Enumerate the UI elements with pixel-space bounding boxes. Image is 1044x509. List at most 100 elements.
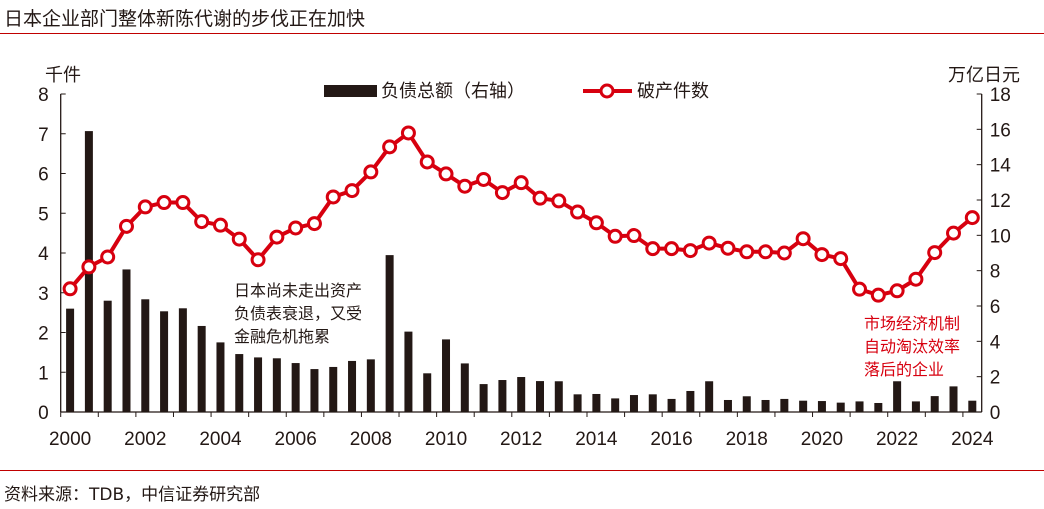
bar: [855, 401, 864, 412]
line-point: [118, 218, 134, 234]
line-point: [81, 259, 97, 275]
bar: [479, 384, 488, 412]
right-axis-tick-label: 14: [990, 156, 1012, 177]
bar: [329, 366, 338, 412]
bar: [761, 399, 770, 412]
x-axis-tick-label: 2024: [951, 429, 994, 450]
right-axis-tick-label: 8: [990, 262, 1001, 283]
line-point: [908, 271, 924, 287]
left-axis-tick-label: 2: [38, 324, 49, 345]
line-point: [344, 183, 360, 199]
bar: [216, 342, 225, 412]
bar: [310, 369, 319, 412]
line-point: [156, 195, 172, 211]
bar: [272, 358, 281, 412]
bar: [911, 401, 920, 412]
bar: [648, 394, 657, 412]
line-point: [664, 241, 680, 257]
line-point: [626, 228, 642, 244]
bar: [423, 373, 432, 412]
right-axis-tick-label: 2: [990, 368, 1001, 389]
legend-line-marker: [599, 83, 615, 99]
bar: [366, 359, 375, 412]
line-point: [175, 195, 191, 211]
bar: [968, 400, 977, 412]
bar: [573, 394, 582, 412]
legend: 负债总额（右轴） 破产件数: [324, 81, 709, 102]
line-point: [701, 235, 717, 251]
left-axis-tick-label: 3: [38, 284, 49, 305]
source-rule: [0, 470, 1044, 471]
line-point: [457, 178, 473, 194]
line-point: [62, 281, 78, 297]
bar: [723, 399, 732, 412]
bar: [611, 398, 620, 412]
source-note: 资料来源：TDB，中信证券研究部: [4, 485, 261, 505]
line-point: [382, 139, 398, 155]
bar: [893, 381, 902, 412]
line-point: [532, 190, 548, 206]
annotation-line: 负债表衰退，又受: [234, 304, 362, 323]
line-point: [776, 245, 792, 261]
line-point: [250, 252, 266, 268]
annotation-line: 金融危机拖累: [234, 327, 330, 346]
line-point: [720, 240, 736, 256]
bar: [178, 308, 187, 412]
bar: [103, 300, 112, 412]
x-axis-tick-label: 2002: [124, 429, 166, 450]
x-axis-tick-label: 2016: [650, 429, 692, 450]
line-point: [494, 185, 510, 201]
bar: [949, 386, 958, 412]
line-point: [682, 243, 698, 259]
line-point: [852, 281, 868, 297]
page-title: 日本企业部门整体新陈代谢的步伐正在加快: [4, 8, 366, 30]
line-point: [100, 249, 116, 265]
annotation-line: 市场经济机制: [864, 314, 960, 333]
bar: [874, 402, 883, 412]
left-axis-label: 千件: [45, 65, 81, 86]
right-axis-label: 万亿日元: [948, 65, 1020, 86]
bar: [742, 396, 751, 412]
line-point: [212, 217, 228, 233]
bar: [348, 360, 357, 412]
line-point: [513, 175, 529, 191]
line-point: [870, 287, 886, 303]
line-point: [419, 154, 435, 170]
line-point: [833, 251, 849, 267]
line-point: [964, 210, 980, 226]
line-point: [739, 244, 755, 260]
left-axis-tick-label: 0: [38, 403, 49, 424]
annotation-red: 市场经济机制 自动淘汰效率 落后的企业: [864, 314, 960, 379]
left-axis-tick-label: 1: [38, 363, 49, 384]
line-point: [325, 189, 341, 205]
line-point: [758, 244, 774, 260]
bar: [930, 396, 939, 412]
line-point: [269, 229, 285, 245]
line-point: [400, 125, 416, 141]
x-axis-tick-label: 2008: [350, 429, 392, 450]
bar: [592, 393, 601, 412]
line-point: [946, 225, 962, 241]
line-point: [438, 166, 454, 182]
bar: [122, 269, 131, 412]
right-axis-tick-label: 0: [990, 403, 1001, 424]
x-axis-tick-label: 2018: [726, 429, 768, 450]
bar: [498, 380, 507, 412]
line-point: [137, 199, 153, 215]
left-axis-tick-label: 8: [38, 85, 49, 106]
legend-bar-label: 负债总额（右轴）: [381, 81, 525, 102]
bar: [385, 255, 394, 412]
bar: [817, 401, 826, 412]
x-axis-tick-label: 2012: [500, 429, 542, 450]
line-point: [306, 216, 322, 232]
x-axis-tick-label: 2014: [575, 429, 618, 450]
line-point: [588, 215, 604, 231]
right-axis-tick-label: 16: [990, 120, 1011, 141]
line-point: [889, 283, 905, 299]
bar: [554, 381, 563, 412]
bankruptcy-line: [68, 130, 974, 298]
x-axis-tick-label: 2000: [49, 429, 91, 450]
bar: [141, 299, 150, 412]
bar: [629, 395, 638, 412]
bar: [836, 402, 845, 412]
